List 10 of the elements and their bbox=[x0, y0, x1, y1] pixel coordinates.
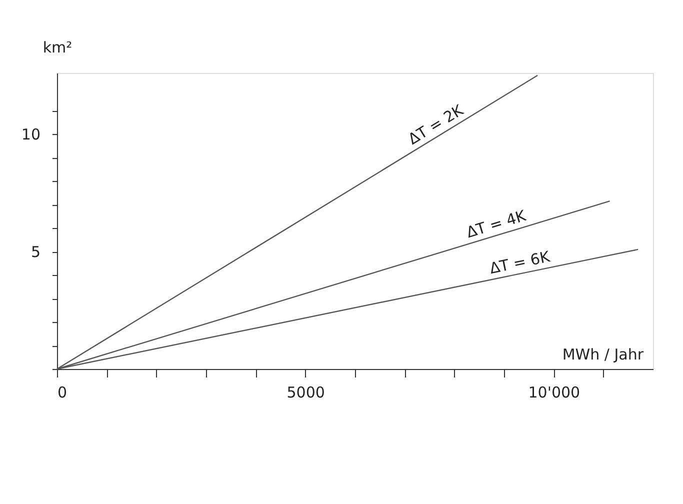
y-tick-label: 10 bbox=[21, 126, 40, 144]
x-tick-label: 0 bbox=[58, 384, 68, 402]
x-tick-label: 10'000 bbox=[528, 384, 580, 402]
text: ΔT = 2K bbox=[405, 100, 468, 148]
text: ΔT = 6K bbox=[488, 247, 552, 278]
text: ΔT = 4K bbox=[464, 206, 529, 242]
y-axis-title: km² bbox=[42, 38, 72, 56]
x-axis-title: MWh / Jahr bbox=[562, 346, 644, 364]
y-tick-label: 5 bbox=[30, 243, 40, 262]
x-tick-label: 5000 bbox=[286, 384, 325, 402]
